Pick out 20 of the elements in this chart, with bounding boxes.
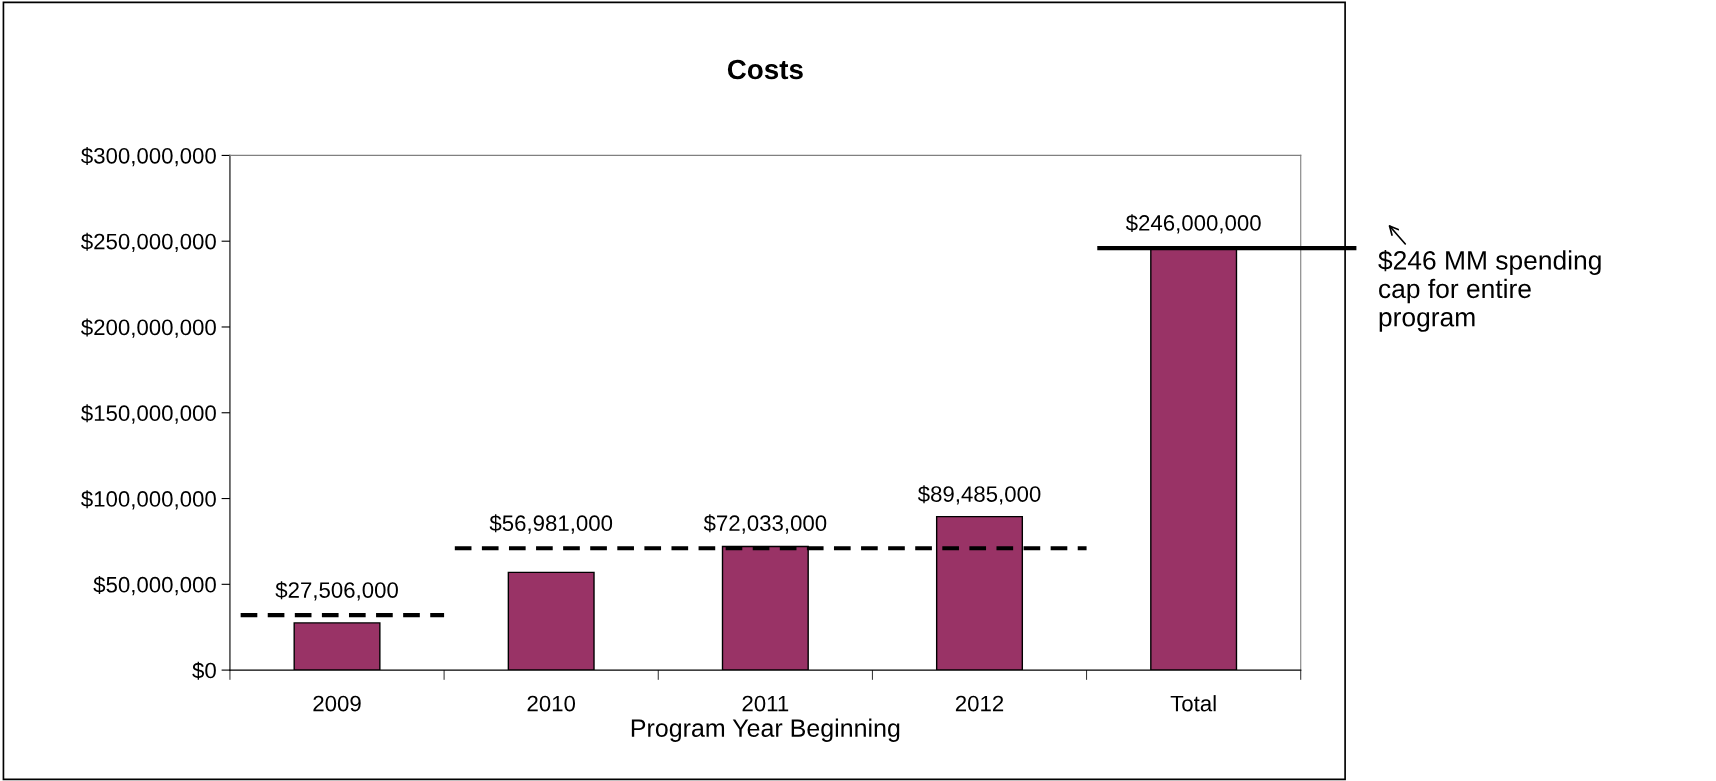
y-tick-label: $0 xyxy=(192,661,216,680)
chart-title: Costs xyxy=(727,59,803,80)
x-tick-label: 2011 xyxy=(742,695,789,712)
data-label: $72,033,000 xyxy=(703,514,827,534)
x-tick-label: 2012 xyxy=(955,695,1004,712)
data-label: $27,506,000 xyxy=(275,581,398,601)
y-tick-label: $250,000,000 xyxy=(81,232,216,253)
x-tick-label: Total xyxy=(1170,695,1216,712)
data-label: $89,485,000 xyxy=(917,485,1041,505)
data-label: $56,981,000 xyxy=(489,514,613,534)
y-tick-label: $50,000,000 xyxy=(93,575,216,596)
y-tick-label: $300,000,000 xyxy=(81,147,216,167)
y-tick-label: $200,000,000 xyxy=(81,318,216,338)
x-tick-label: 2009 xyxy=(313,695,361,712)
data-label: $246,000,000 xyxy=(1125,214,1261,234)
y-tick-label: $150,000,000 xyxy=(81,404,216,424)
x-axis-title: Program Year Beginning xyxy=(631,718,900,742)
text: $246 MM spending cap for entire program xyxy=(1378,249,1601,332)
x-tick-label: 2010 xyxy=(527,695,576,712)
y-tick-label: $100,000,000 xyxy=(81,490,216,510)
